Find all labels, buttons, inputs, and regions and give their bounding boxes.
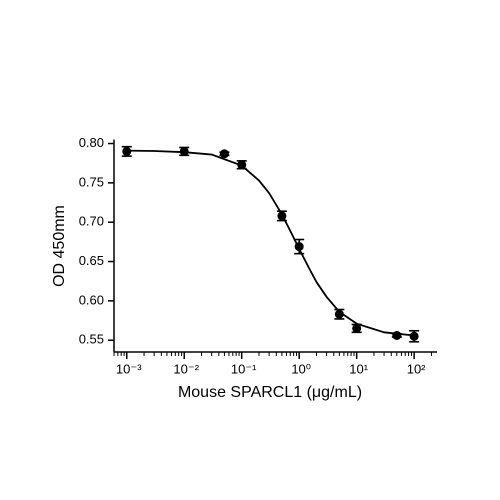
y-tick-label: 0.75	[79, 174, 104, 189]
x-tick-label: 10⁰	[291, 361, 311, 376]
x-tick-label: 10²	[407, 361, 426, 376]
data-point	[294, 242, 304, 252]
y-tick-label: 0.60	[79, 292, 104, 307]
data-point	[277, 211, 287, 221]
data-point	[392, 330, 402, 340]
data-point	[122, 146, 132, 156]
x-axis-title: Mouse SPARCL1 (μg/mL)	[178, 384, 362, 401]
x-tick-label: 10⁻¹	[231, 361, 257, 376]
y-axis-title: OD 450mm	[51, 205, 68, 287]
x-tick-label: 10⁻³	[116, 361, 142, 376]
x-tick-label: 10⁻²	[173, 361, 199, 376]
fit-curve	[126, 149, 415, 337]
y-tick-label: 0.80	[79, 135, 104, 150]
data-point	[237, 160, 247, 170]
x-tick-label: 10¹	[349, 361, 368, 376]
y-tick-label: 0.55	[79, 332, 104, 347]
data-point	[409, 331, 419, 341]
data-point	[334, 309, 344, 319]
data-point	[219, 149, 229, 159]
y-tick-label: 0.65	[79, 253, 104, 268]
data-point	[352, 323, 362, 333]
y-tick-label: 0.70	[79, 214, 104, 229]
data-point	[179, 146, 189, 156]
